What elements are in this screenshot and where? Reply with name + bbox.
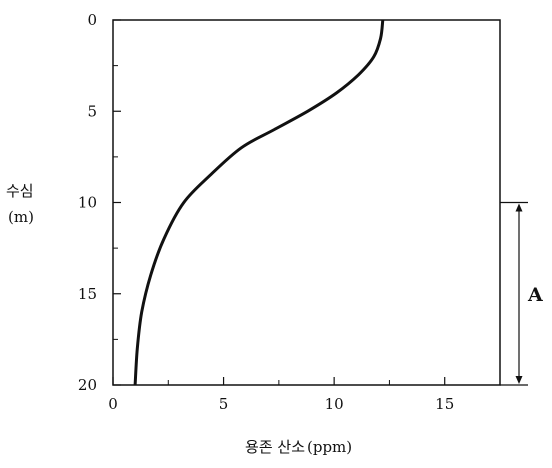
y-tick-label: 5	[87, 102, 97, 120]
x-axis-unit: (ppm)	[307, 438, 352, 456]
annotation-group: A	[500, 201, 543, 386]
annotation-arrowhead-up	[515, 203, 523, 212]
series-curve	[133, 19, 385, 386]
y-axis-unit: (m)	[8, 208, 34, 226]
x-axis-title[interactable]: 용존 산소	[245, 438, 305, 456]
annotation-label: A	[527, 284, 543, 306]
annotation-arrowhead-down	[515, 376, 523, 384]
x-tick-label: 10	[325, 395, 344, 413]
y-axis-title: 수심	[6, 182, 34, 200]
y-tick-label: 10	[78, 194, 97, 212]
x-tick-label: 5	[219, 395, 229, 413]
y-tick-label: 15	[78, 285, 97, 303]
x-tick-label: 0	[108, 395, 118, 413]
y-tick-label: 20	[78, 376, 97, 394]
plot-frame	[112, 19, 501, 386]
tick-labels: 0 5 10 15 0 5 10 15 20	[78, 11, 454, 413]
axis-ticks	[112, 19, 446, 386]
y-tick-label: 0	[87, 11, 97, 29]
x-tick-label: 15	[435, 395, 454, 413]
